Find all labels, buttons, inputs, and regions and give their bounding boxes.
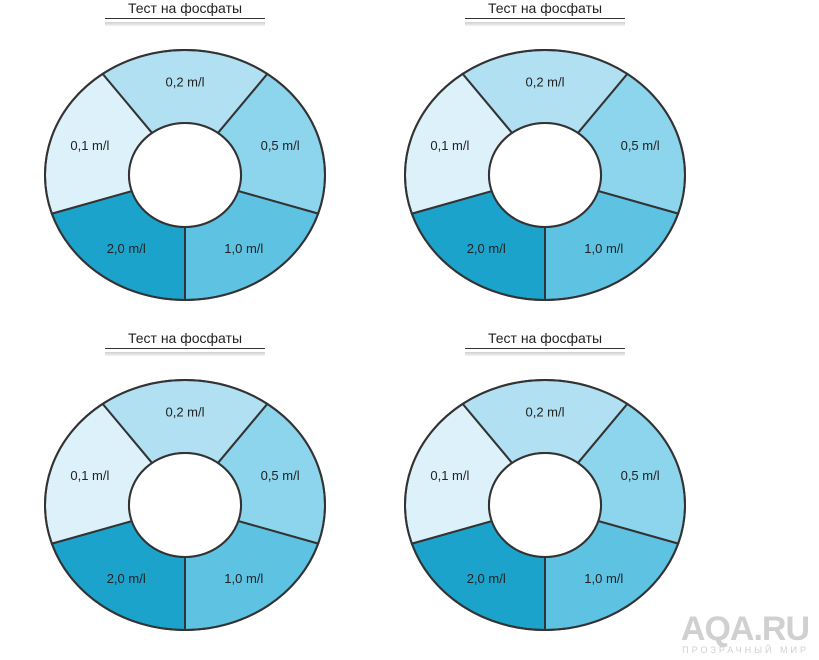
donut-svg: 0,5 m/l 1,0 m/l 2,0 m/l 0,1 m/l 0,2 m/l — [25, 20, 345, 320]
donut-chart-2: Тест на фосфаты 0,5 m/l 1,0 m/l 2,0 m/l 0,1 … — [25, 330, 345, 650]
slice-label: 0,1 m/l — [430, 138, 469, 153]
donut-chart-3: Тест на фосфаты 0,5 m/l 1,0 m/l 2,0 m/l 0,1 … — [385, 330, 705, 650]
slice-label: 0,5 m/l — [621, 468, 660, 483]
slice-label: 0,1 m/l — [430, 468, 469, 483]
chart-title-shadow — [105, 352, 265, 356]
donut-hole — [489, 453, 601, 557]
slice-label: 0,1 m/l — [70, 138, 109, 153]
donut-hole — [129, 453, 241, 557]
donut-hole — [489, 123, 601, 227]
slice-label: 1,0 m/l — [584, 571, 623, 586]
chart-title: Тест на фосфаты — [105, 0, 265, 19]
donut-chart-1: Тест на фосфаты 0,5 m/l 1,0 m/l 2,0 m/l 0,1 … — [385, 0, 705, 320]
chart-title-shadow — [465, 22, 625, 26]
slice-label: 2,0 m/l — [467, 571, 506, 586]
slice-label: 0,2 m/l — [525, 404, 564, 419]
donut-chart-0: Тест на фосфаты 0,5 m/l 1,0 m/l 2,0 m/l 0,1 … — [25, 0, 345, 320]
slice-label: 0,5 m/l — [261, 468, 300, 483]
slice-label: 2,0 m/l — [107, 571, 146, 586]
slice-label: 2,0 m/l — [467, 241, 506, 256]
slice-label: 0,2 m/l — [525, 74, 564, 89]
slice-label: 0,2 m/l — [165, 404, 204, 419]
slice-label: 0,5 m/l — [261, 138, 300, 153]
slice-label: 0,1 m/l — [70, 468, 109, 483]
chart-title: Тест на фосфаты — [465, 0, 625, 19]
watermark-sub: ПРОЗРАЧНЫЙ МИР — [681, 645, 809, 655]
slice-label: 0,5 m/l — [621, 138, 660, 153]
donut-hole — [129, 123, 241, 227]
canvas: Тест на фосфаты 0,5 m/l 1,0 m/l 2,0 m/l 0,1 … — [0, 0, 819, 660]
donut-svg: 0,5 m/l 1,0 m/l 2,0 m/l 0,1 m/l 0,2 m/l — [25, 350, 345, 650]
chart-title-shadow — [465, 352, 625, 356]
donut-svg: 0,5 m/l 1,0 m/l 2,0 m/l 0,1 m/l 0,2 m/l — [385, 350, 705, 650]
chart-title: Тест на фосфаты — [105, 330, 265, 349]
slice-label: 1,0 m/l — [584, 241, 623, 256]
chart-title: Тест на фосфаты — [465, 330, 625, 349]
slice-label: 1,0 m/l — [224, 571, 263, 586]
slice-label: 1,0 m/l — [224, 241, 263, 256]
slice-label: 2,0 m/l — [107, 241, 146, 256]
slice-label: 0,2 m/l — [165, 74, 204, 89]
watermark-main: AQA.RU — [681, 614, 809, 645]
chart-title-shadow — [105, 22, 265, 26]
donut-svg: 0,5 m/l 1,0 m/l 2,0 m/l 0,1 m/l 0,2 m/l — [385, 20, 705, 320]
watermark: AQA.RU ПРОЗРАЧНЫЙ МИР — [681, 614, 809, 655]
